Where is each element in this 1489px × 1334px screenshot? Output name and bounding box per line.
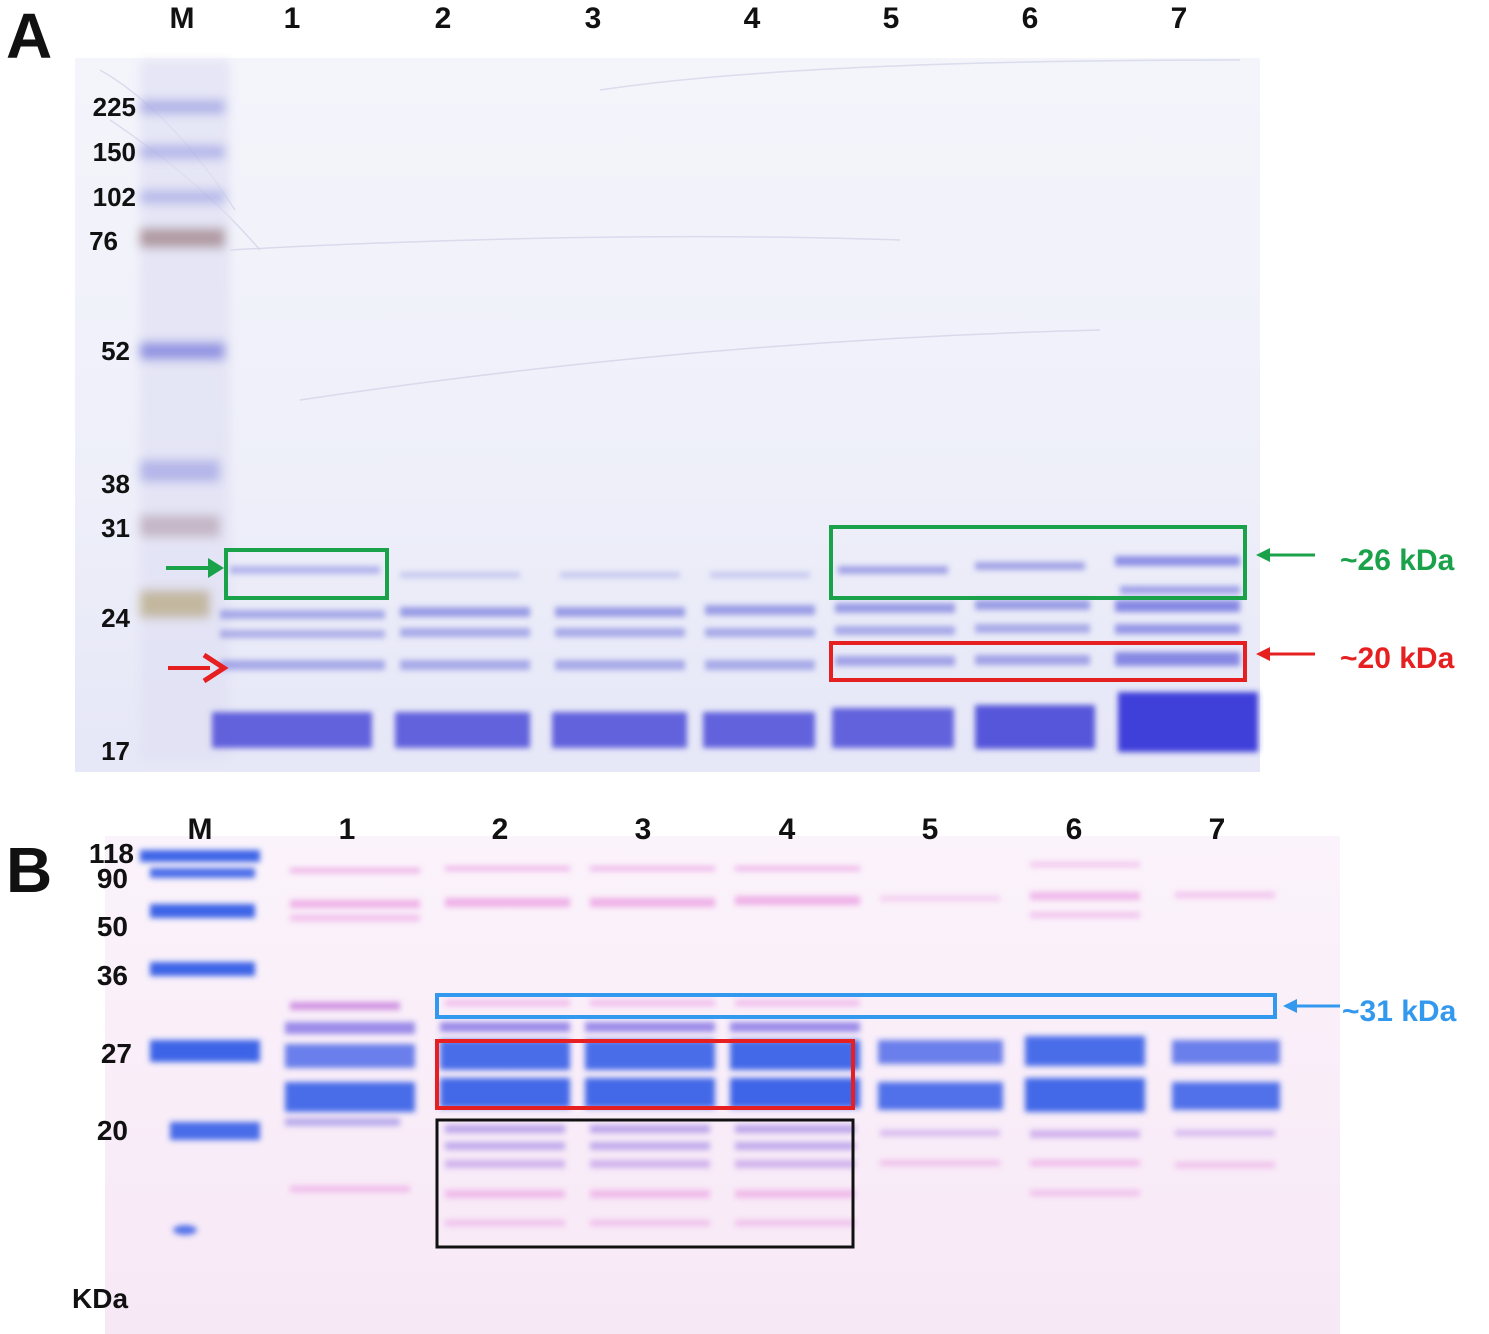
red-arrow-left — [168, 652, 229, 684]
marker-label-a-31: 31 — [101, 513, 130, 543]
lane-label-b-5: 5 — [921, 813, 939, 846]
lane-b-7 — [1172, 892, 1280, 1168]
lane-b-2 — [440, 866, 570, 1226]
lane-a-1 — [212, 566, 385, 748]
lane-label-a-m: M — [169, 2, 195, 35]
marker-label-a-225: 225 — [92, 92, 136, 122]
lane-label-b-7: 7 — [1208, 813, 1226, 846]
lane-b-6 — [1025, 862, 1145, 1196]
lane-label-a-1: 1 — [283, 2, 301, 35]
annotation-20kda: ~20 kDa — [1340, 642, 1455, 675]
lane-a-7 — [1115, 556, 1258, 752]
marker-label-a-76: 76 — [89, 226, 118, 256]
marker-label-b-20: 20 — [96, 1115, 128, 1146]
marker-lane-b — [140, 850, 260, 1235]
lane-label-a-7: 7 — [1170, 2, 1188, 35]
lane-b-4 — [730, 866, 860, 1226]
lane-a-3 — [552, 572, 687, 748]
marker-label-b-50: 50 — [96, 911, 128, 942]
lane-b-3 — [585, 866, 715, 1226]
marker-label-a-17: 17 — [101, 736, 130, 766]
green-arrow-left — [166, 558, 224, 578]
green-arrow-right — [1256, 548, 1315, 562]
lane-label-a-3: 3 — [584, 2, 602, 35]
marker-label-a-24: 24 — [101, 603, 130, 633]
annotation-26kda: ~26 kDa — [1340, 544, 1455, 577]
highlight-box-red-lanes5-7 — [829, 641, 1247, 682]
lane-label-b-3: 3 — [634, 813, 652, 846]
lane-a-2 — [395, 572, 530, 748]
marker-label-b-90: 90 — [96, 863, 128, 894]
lane-label-b-2: 2 — [491, 813, 509, 846]
marker-label-b-27: 27 — [100, 1038, 132, 1069]
highlight-box-black-lanes2-4 — [435, 1118, 855, 1249]
marker-label-a-38: 38 — [101, 469, 130, 499]
lane-b-1 — [285, 868, 420, 1192]
marker-label-b-36: 36 — [96, 960, 128, 991]
lane-a-6 — [975, 562, 1095, 749]
marker-label-b-118: 118 — [88, 838, 134, 869]
lane-label-a-4: 4 — [743, 2, 761, 35]
lane-a-4 — [703, 572, 815, 748]
highlight-box-blue-lanes2-7 — [435, 993, 1277, 1019]
highlight-box-green-lane1 — [224, 548, 389, 600]
annotation-31kda: ~31 kDa — [1342, 995, 1457, 1028]
lane-label-b-m: M — [187, 813, 213, 846]
lane-label-a-6: 6 — [1021, 2, 1039, 35]
red-arrow-right — [1256, 647, 1315, 661]
lane-label-b-4: 4 — [778, 813, 796, 846]
lane-label-a-2: 2 — [434, 2, 452, 35]
lane-b-5 — [878, 896, 1003, 1166]
unit-label-kda: KDa — [72, 1283, 129, 1314]
marker-lane-a — [140, 60, 230, 760]
blue-arrow-right — [1283, 999, 1340, 1013]
gel-a-image — [75, 58, 1315, 772]
highlight-box-red-lanes2-4 — [435, 1039, 855, 1110]
lane-label-b-1: 1 — [338, 813, 356, 846]
lane-a-5 — [832, 566, 955, 748]
lane-label-a-5: 5 — [882, 2, 900, 35]
highlight-box-green-lanes5-7 — [829, 525, 1247, 600]
panel-letter-a: A — [6, 0, 53, 72]
gel-b-image — [105, 836, 1340, 1334]
marker-label-a-102: 102 — [92, 182, 136, 212]
marker-label-a-52: 52 — [101, 336, 130, 366]
panel-letter-b: B — [6, 834, 53, 906]
lane-label-b-6: 6 — [1065, 813, 1083, 846]
marker-label-a-150: 150 — [92, 137, 136, 167]
